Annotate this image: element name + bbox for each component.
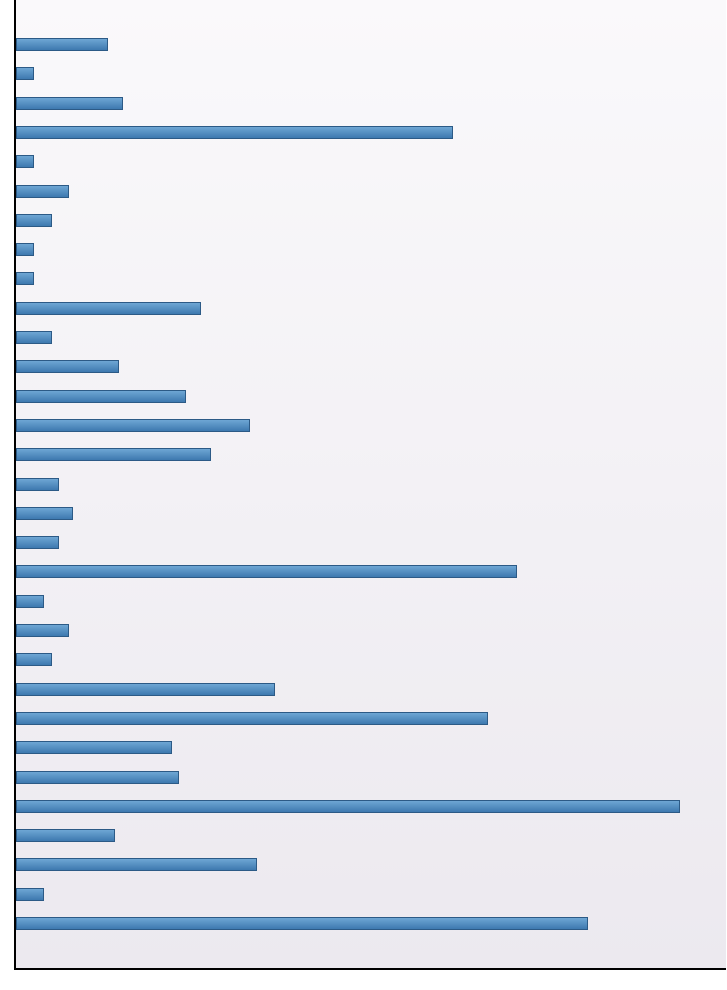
bar xyxy=(16,448,211,461)
bar xyxy=(16,829,115,842)
bar xyxy=(16,67,34,80)
bar xyxy=(16,653,52,666)
bar xyxy=(16,302,201,315)
bar xyxy=(16,185,69,198)
bar xyxy=(16,917,588,930)
bar xyxy=(16,683,275,696)
bar xyxy=(16,624,69,637)
bar xyxy=(16,126,453,139)
bar xyxy=(16,771,179,784)
bar xyxy=(16,507,73,520)
bar xyxy=(16,478,59,491)
bar xyxy=(16,536,59,549)
horizontal-bar-chart xyxy=(0,0,727,990)
bar xyxy=(16,419,250,432)
bar xyxy=(16,565,517,578)
plot-area xyxy=(16,0,726,968)
x-axis-line xyxy=(14,968,726,970)
bar xyxy=(16,390,186,403)
bar xyxy=(16,741,172,754)
bar xyxy=(16,331,52,344)
bar xyxy=(16,888,44,901)
bar xyxy=(16,272,34,285)
bar xyxy=(16,97,123,110)
bar xyxy=(16,243,34,256)
bar xyxy=(16,800,680,813)
bar xyxy=(16,214,52,227)
bar xyxy=(16,155,34,168)
bar xyxy=(16,360,119,373)
bar xyxy=(16,858,257,871)
bar xyxy=(16,712,488,725)
bar xyxy=(16,38,108,51)
bar xyxy=(16,595,44,608)
